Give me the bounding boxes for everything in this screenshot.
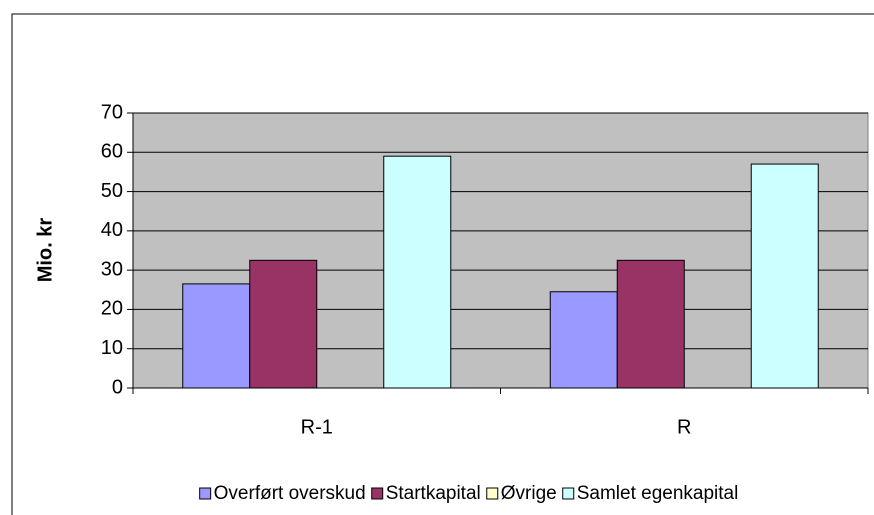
legend-label: Startkapital	[386, 483, 481, 504]
bar	[750, 163, 819, 389]
y-tick-label: 40	[101, 219, 123, 241]
y-tick-label: 50	[101, 180, 123, 202]
y-tick-label: 20	[101, 298, 123, 320]
bar	[616, 259, 685, 389]
legend-swatch	[562, 487, 575, 500]
legend-swatch	[486, 487, 499, 500]
legend-label: Overført overskud	[214, 483, 366, 504]
y-tick-label: 70	[101, 101, 123, 123]
x-tick-label: R	[677, 416, 691, 438]
bar	[549, 291, 618, 389]
x-tick-label: R-1	[301, 416, 333, 438]
y-tick-label: 30	[101, 258, 123, 280]
legend-swatch	[371, 487, 384, 500]
bar	[182, 283, 251, 389]
bar	[383, 155, 452, 389]
legend-label: Samlet egenkapital	[577, 483, 739, 504]
legend-label: Øvrige	[501, 483, 557, 504]
y-tick-label: 10	[101, 337, 123, 359]
bar	[249, 259, 318, 389]
y-tick-label: 60	[101, 141, 123, 163]
y-axis-label: Mio. kr	[34, 218, 56, 283]
legend-swatch	[199, 487, 212, 500]
y-tick-label: 0	[112, 376, 123, 398]
